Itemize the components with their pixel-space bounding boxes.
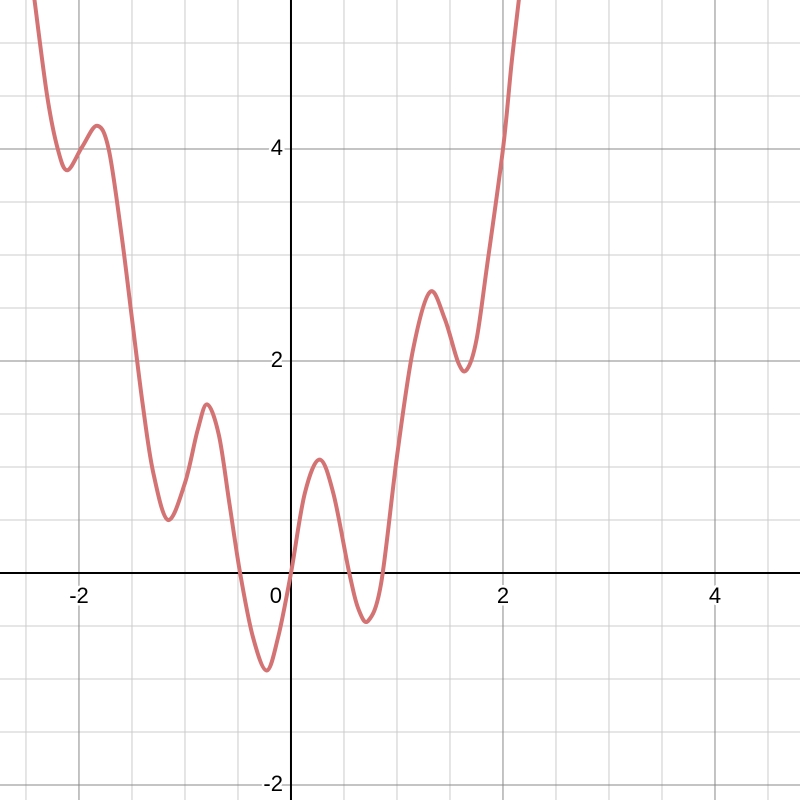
curve xyxy=(32,0,521,673)
x-tick-label: -2 xyxy=(69,583,89,608)
x-tick-label: 4 xyxy=(709,583,721,608)
x-tick-label: 0 xyxy=(270,583,282,608)
y-tick-label: 4 xyxy=(271,135,283,160)
x-tick-label: 2 xyxy=(497,583,509,608)
y-tick-label: 2 xyxy=(271,347,283,372)
y-tick-label: -2 xyxy=(263,771,283,796)
